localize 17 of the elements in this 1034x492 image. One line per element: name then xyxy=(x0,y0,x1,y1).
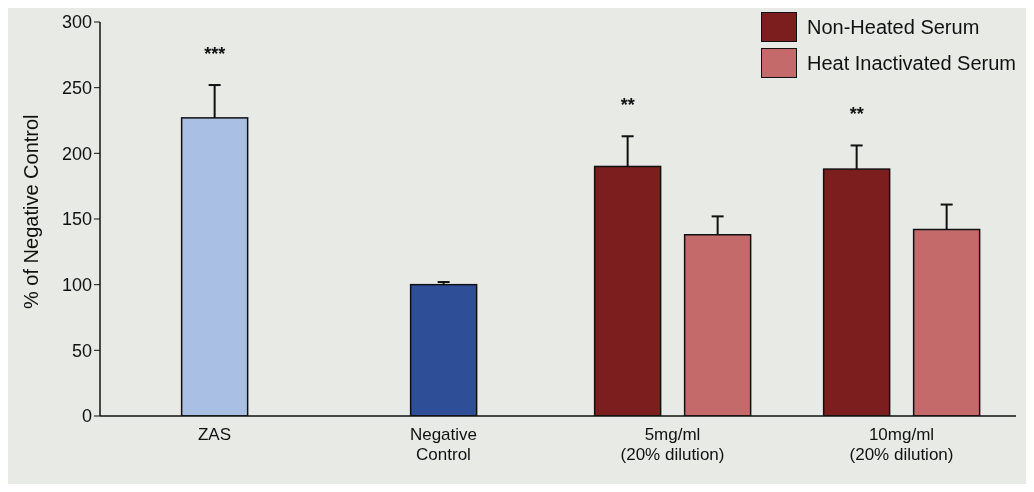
y-tick-label: 100 xyxy=(61,275,92,296)
annotation: *** xyxy=(204,43,226,64)
y-tick-label: 150 xyxy=(61,209,92,230)
legend-label: Heat Inactivated Serum xyxy=(807,51,1016,75)
x-tick-label: Negative Control xyxy=(409,425,478,464)
y-tick-label: 0 xyxy=(81,406,92,427)
annotation: ** xyxy=(849,104,864,125)
y-axis-title: % of Negative Control xyxy=(20,114,43,309)
annotation: ** xyxy=(620,95,635,116)
x-tick-label: ZAS xyxy=(197,425,232,444)
x-tick-label: 5mg/ml (20% dilution) xyxy=(620,425,725,464)
y-tick-label: 250 xyxy=(61,78,92,99)
y-tick-label: 300 xyxy=(61,12,92,33)
legend-label: Non-Heated Serum xyxy=(807,15,980,39)
y-tick-label: 50 xyxy=(71,340,92,361)
x-tick-label: 10mg/ml (20% dilution) xyxy=(849,425,954,464)
y-tick-label: 200 xyxy=(61,143,92,164)
